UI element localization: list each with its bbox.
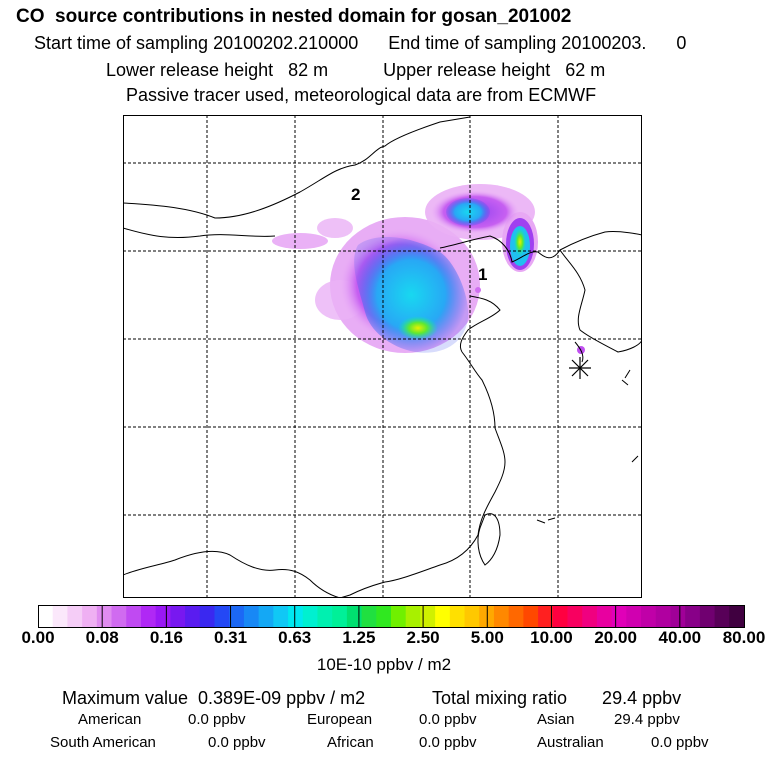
colorbar-swatch	[405, 605, 422, 628]
plume-layer	[272, 184, 585, 354]
colorbar-swatch	[273, 605, 289, 628]
colorbar-swatch	[567, 605, 583, 628]
release-heights: Lower release height 82 m Upper release …	[106, 60, 606, 80]
colorbar-swatch	[346, 605, 363, 628]
colorbar-swatch	[391, 605, 407, 628]
african-value: 0.0 ppbv	[419, 734, 477, 751]
colorbar-tick-label: 1.25	[342, 628, 376, 647]
colorbar-swatch	[229, 605, 245, 628]
maximum-value: Maximum value 0.389E-09 ppbv / m2	[62, 688, 366, 708]
colorbar-swatch	[493, 605, 510, 628]
colorbar-tick-label: 10.00	[530, 628, 573, 647]
map-title: CO source contributions in nested domain…	[16, 6, 572, 27]
colorbar-swatch	[288, 605, 304, 628]
colorbar-swatch	[111, 605, 127, 628]
colorbar-swatch	[508, 605, 524, 628]
grid-lines	[123, 115, 642, 598]
american-label: American	[78, 711, 142, 728]
european-label: European	[307, 711, 373, 728]
colorbar-swatch	[582, 605, 598, 628]
colorbar-swatch	[729, 605, 745, 628]
south-american-label: South American	[50, 734, 156, 751]
colorbar-swatch	[626, 605, 642, 628]
colorbar-tick-label: 2.50	[406, 628, 440, 647]
colorbar-tick-label: 0.63	[278, 628, 312, 647]
colorbar-swatch	[258, 605, 274, 628]
map-label-1: 1	[478, 265, 487, 284]
colorbar-swatch	[38, 605, 54, 628]
colorbar-swatch	[641, 605, 657, 628]
colorbar-swatch	[376, 605, 392, 628]
asian-value: 29.4 ppbv	[614, 711, 680, 728]
map-label-2: 2	[351, 185, 360, 204]
colorbar-swatch	[552, 605, 569, 628]
colorbar-swatch	[596, 605, 613, 628]
colorbar-dividers	[101, 605, 681, 628]
colorbar-swatch	[699, 605, 716, 628]
colorbar-swatch	[82, 605, 98, 628]
colorbar-tick-label: 0.16	[149, 628, 183, 647]
colorbar-swatch	[685, 605, 701, 628]
colorbar-swatch	[361, 605, 377, 628]
colorbar-swatch	[67, 605, 83, 628]
colorbar-swatch	[214, 605, 230, 628]
australian-label: Australian	[537, 734, 604, 751]
colorbar-swatch	[140, 605, 157, 628]
colorbar-swatch	[243, 605, 260, 628]
colorbar-frame	[38, 605, 745, 628]
colorbar-swatch	[155, 605, 171, 628]
colorbar-swatch	[611, 605, 627, 628]
total-mixing-ratio: Total mixing ratio 29.4 ppbv	[432, 688, 682, 708]
colorbar-tick-label: 40.00	[658, 628, 702, 647]
colorbar-tick-label: 0.31	[213, 628, 248, 647]
colorbar-swatch	[52, 605, 69, 628]
australian-value: 0.0 ppbv	[651, 734, 709, 751]
american-value: 0.0 ppbv	[188, 711, 246, 728]
coastline-layer	[123, 116, 642, 598]
colorbar-swatch	[538, 605, 554, 628]
colorbar-swatch	[185, 605, 201, 628]
colorbar-swatch	[96, 605, 113, 628]
colorbar-swatch	[199, 605, 216, 628]
colorbar-tick-label: 5.00	[470, 628, 504, 647]
colorbar-swatch	[317, 605, 333, 628]
colorbar-swatch	[464, 605, 480, 628]
asian-label: Asian	[537, 711, 575, 728]
map-frame	[123, 115, 642, 598]
colorbar-tick-label: 0.08	[85, 628, 119, 647]
colorbar-swatch	[126, 605, 142, 628]
colorbar-swatch	[714, 605, 730, 628]
african-label: African	[327, 734, 374, 751]
european-value: 0.0 ppbv	[419, 711, 477, 728]
tracer-info: Passive tracer used, meteorological data…	[126, 85, 597, 105]
colorbar-swatch	[420, 605, 436, 628]
colorbar-unit: 10E-10 ppbv / m2	[316, 655, 452, 674]
receptor-marker	[569, 357, 591, 379]
colorbar	[38, 605, 745, 628]
colorbar-swatch	[670, 605, 686, 628]
colorbar-swatch	[449, 605, 466, 628]
colorbar-tick-label: 0.00	[21, 628, 55, 647]
colorbar-tick-label: 80.00	[722, 628, 766, 647]
colorbar-swatch	[435, 605, 451, 628]
colorbar-swatch	[332, 605, 348, 628]
colorbar-swatch	[655, 605, 672, 628]
south-american-value: 0.0 ppbv	[208, 734, 266, 751]
colorbar-swatch	[302, 605, 319, 628]
colorbar-tick-label: 20.00	[594, 628, 637, 647]
colorbar-swatch	[523, 605, 539, 628]
sampling-times: Start time of sampling 20100202.210000 E…	[34, 33, 687, 53]
colorbar-swatch	[170, 605, 186, 628]
